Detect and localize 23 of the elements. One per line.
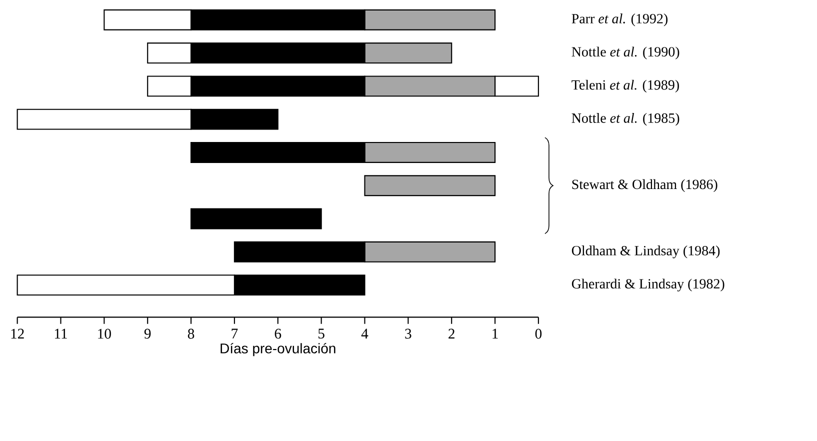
bar bbox=[190, 208, 322, 230]
x-tick-label: 1 bbox=[492, 328, 498, 338]
x-tick-label: 4 bbox=[361, 328, 368, 338]
x-tick-label: 12 bbox=[11, 328, 24, 338]
y-tick-label: Nottle et al. (1985) bbox=[572, 112, 680, 126]
bar bbox=[364, 175, 496, 196]
x-tick-label: 7 bbox=[232, 328, 238, 338]
x-tick-label: 0 bbox=[535, 328, 542, 339]
y-tick-label: Nottle et al. (1990) bbox=[572, 46, 680, 60]
x-tick-label: 2 bbox=[448, 328, 454, 338]
x-axis-title: Días pre-ovulación bbox=[220, 342, 336, 356]
x-tick-label: 3 bbox=[405, 328, 412, 339]
x-tick-label: 8 bbox=[188, 328, 194, 339]
x-tick-label: 11 bbox=[54, 328, 67, 338]
x-tick-label: 5 bbox=[318, 328, 324, 338]
y-tick-label: Parr et al. (1992) bbox=[572, 13, 668, 26]
y-tick-label: Oldham & Lindsay (1984) bbox=[572, 245, 720, 258]
x-tick-label: 6 bbox=[274, 328, 282, 339]
y-tick-label: Stewart & Oldham (1986) bbox=[572, 179, 718, 192]
y-tick-label: Gherardi & Lindsay (1982) bbox=[572, 278, 724, 292]
x-tick-label: 10 bbox=[98, 328, 111, 339]
y-tick-label: Teleni et al. (1989) bbox=[572, 80, 679, 92]
x-tick-label: 9 bbox=[144, 328, 151, 339]
